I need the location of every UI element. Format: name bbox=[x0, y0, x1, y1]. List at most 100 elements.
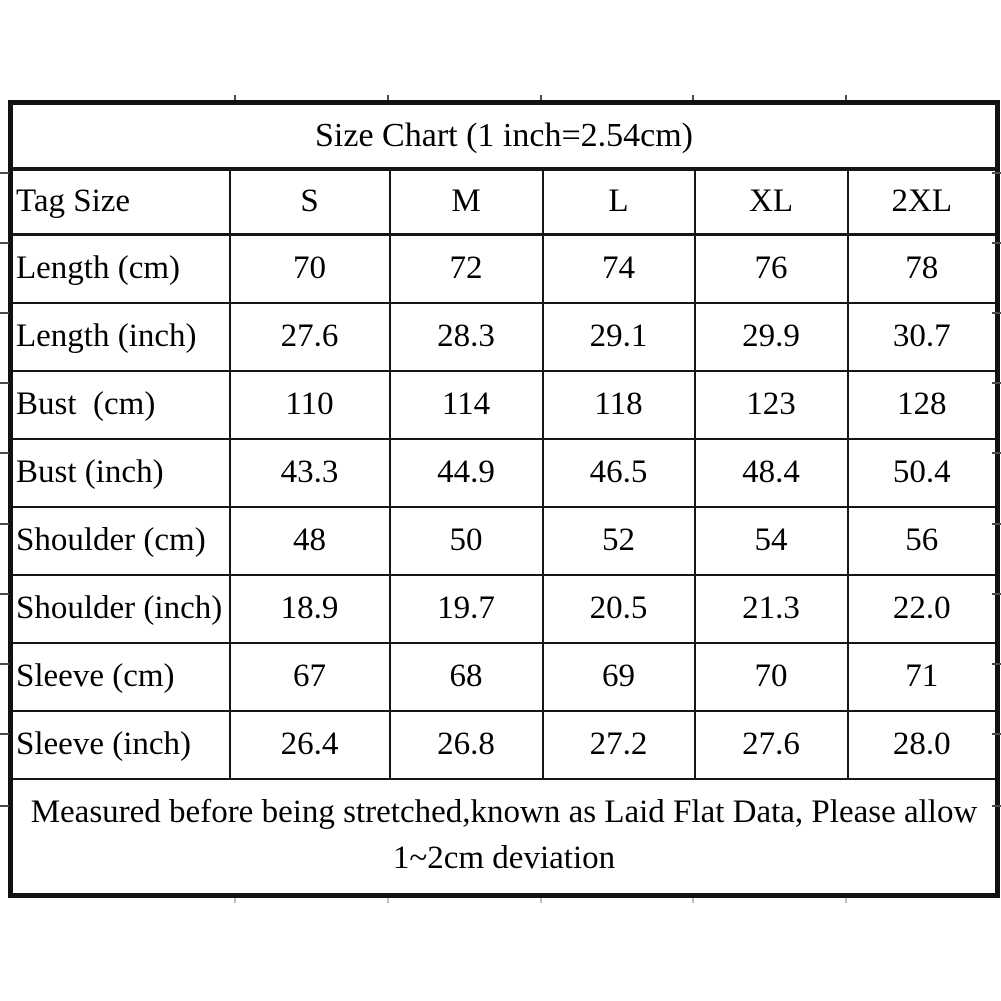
scan-tick-artifact bbox=[992, 452, 1001, 454]
footnote-row: Measured before being stretched,known as… bbox=[9, 777, 999, 897]
cell-value: 72 bbox=[388, 233, 544, 304]
row-label: Bust (cm) bbox=[9, 369, 231, 440]
scan-tick-artifact bbox=[0, 663, 9, 665]
table-row-shoulder-inch: Shoulder (inch) 18.9 19.7 20.5 21.3 22.0 bbox=[9, 573, 999, 644]
cell-value: 22.0 bbox=[846, 573, 999, 644]
table-row-sleeve-cm: Sleeve (cm) 67 68 69 70 71 bbox=[9, 641, 999, 712]
scan-tick-artifact bbox=[992, 382, 1001, 384]
scan-tick-artifact bbox=[0, 172, 9, 174]
scan-tick-artifact bbox=[0, 523, 9, 525]
cell-value: 28.3 bbox=[388, 301, 544, 372]
cell-value: 27.6 bbox=[693, 709, 849, 780]
column-header-s: S bbox=[228, 167, 391, 236]
table-row-bust-cm: Bust (cm) 110 114 118 123 128 bbox=[9, 369, 999, 440]
cell-value: 27.6 bbox=[228, 301, 391, 372]
row-label: Sleeve (inch) bbox=[9, 709, 231, 780]
scan-tick-artifact bbox=[692, 898, 694, 903]
cell-value: 30.7 bbox=[846, 301, 999, 372]
cell-value: 20.5 bbox=[541, 573, 696, 644]
scan-tick-artifact bbox=[692, 95, 694, 100]
cell-value: 78 bbox=[846, 233, 999, 304]
scan-tick-artifact bbox=[992, 733, 1001, 735]
cell-value: 74 bbox=[541, 233, 696, 304]
cell-value: 70 bbox=[228, 233, 391, 304]
row-label: Length (inch) bbox=[9, 301, 231, 372]
cell-value: 29.9 bbox=[693, 301, 849, 372]
scan-tick-artifact bbox=[0, 452, 9, 454]
column-header-xl: XL bbox=[693, 167, 849, 236]
scan-tick-artifact bbox=[992, 242, 1001, 244]
table-footnote: Measured before being stretched,known as… bbox=[9, 777, 999, 897]
scan-tick-artifact bbox=[234, 898, 236, 903]
cell-value: 118 bbox=[541, 369, 696, 440]
scan-tick-artifact bbox=[0, 242, 9, 244]
column-header-l: L bbox=[541, 167, 696, 236]
table-row-length-cm: Length (cm) 70 72 74 76 78 bbox=[9, 233, 999, 304]
cell-value: 68 bbox=[388, 641, 544, 712]
cell-value: 43.3 bbox=[228, 437, 391, 508]
cell-value: 48.4 bbox=[693, 437, 849, 508]
scan-tick-artifact bbox=[0, 733, 9, 735]
column-header-2xl: 2XL bbox=[846, 167, 999, 236]
scan-tick-artifact bbox=[992, 805, 1001, 807]
scan-tick-artifact bbox=[0, 593, 9, 595]
scan-tick-artifact bbox=[845, 898, 847, 903]
cell-value: 48 bbox=[228, 505, 391, 576]
column-header-m: M bbox=[388, 167, 544, 236]
cell-value: 18.9 bbox=[228, 573, 391, 644]
cell-value: 21.3 bbox=[693, 573, 849, 644]
cell-value: 52 bbox=[541, 505, 696, 576]
cell-value: 50 bbox=[388, 505, 544, 576]
cell-value: 76 bbox=[693, 233, 849, 304]
scan-tick-artifact bbox=[992, 312, 1001, 314]
scan-tick-artifact bbox=[992, 523, 1001, 525]
cell-value: 46.5 bbox=[541, 437, 696, 508]
cell-value: 110 bbox=[228, 369, 391, 440]
cell-value: 114 bbox=[388, 369, 544, 440]
cell-value: 28.0 bbox=[846, 709, 999, 780]
scan-tick-artifact bbox=[540, 898, 542, 903]
row-label: Length (cm) bbox=[9, 233, 231, 304]
table-row-length-inch: Length (inch) 27.6 28.3 29.1 29.9 30.7 bbox=[9, 301, 999, 372]
title-row: Size Chart (1 inch=2.54cm) bbox=[9, 101, 999, 171]
cell-value: 27.2 bbox=[541, 709, 696, 780]
cell-value: 50.4 bbox=[846, 437, 999, 508]
cell-value: 29.1 bbox=[541, 301, 696, 372]
scan-tick-artifact bbox=[992, 663, 1001, 665]
cell-value: 70 bbox=[693, 641, 849, 712]
table-title: Size Chart (1 inch=2.54cm) bbox=[9, 101, 999, 171]
size-chart-table: Size Chart (1 inch=2.54cm) Tag Size S M … bbox=[8, 100, 1000, 898]
cell-value: 123 bbox=[693, 369, 849, 440]
scan-tick-artifact bbox=[540, 95, 542, 100]
scan-tick-artifact bbox=[0, 382, 9, 384]
scan-tick-artifact bbox=[992, 172, 1001, 174]
footnote-line-2: 1~2cm deviation bbox=[392, 840, 616, 877]
table-row-bust-inch: Bust (inch) 43.3 44.9 46.5 48.4 50.4 bbox=[9, 437, 999, 508]
header-row: Tag Size S M L XL 2XL bbox=[9, 167, 999, 236]
footnote-line-1: Measured before being stretched,known as… bbox=[30, 794, 978, 831]
cell-value: 54 bbox=[693, 505, 849, 576]
scan-tick-artifact bbox=[387, 898, 389, 903]
scan-tick-artifact bbox=[234, 95, 236, 100]
column-header-tag-size: Tag Size bbox=[9, 167, 231, 236]
cell-value: 44.9 bbox=[388, 437, 544, 508]
scan-tick-artifact bbox=[992, 593, 1001, 595]
row-label: Shoulder (cm) bbox=[9, 505, 231, 576]
scan-tick-artifact bbox=[0, 312, 9, 314]
table-row-shoulder-cm: Shoulder (cm) 48 50 52 54 56 bbox=[9, 505, 999, 576]
table-row-sleeve-inch: Sleeve (inch) 26.4 26.8 27.2 27.6 28.0 bbox=[9, 709, 999, 780]
cell-value: 67 bbox=[228, 641, 391, 712]
cell-value: 128 bbox=[846, 369, 999, 440]
cell-value: 26.8 bbox=[388, 709, 544, 780]
row-label: Shoulder (inch) bbox=[9, 573, 231, 644]
cell-value: 71 bbox=[846, 641, 999, 712]
cell-value: 69 bbox=[541, 641, 696, 712]
scan-tick-artifact bbox=[0, 805, 9, 807]
scan-tick-artifact bbox=[845, 95, 847, 100]
row-label: Bust (inch) bbox=[9, 437, 231, 508]
cell-value: 56 bbox=[846, 505, 999, 576]
cell-value: 19.7 bbox=[388, 573, 544, 644]
scan-tick-artifact bbox=[387, 95, 389, 100]
cell-value: 26.4 bbox=[228, 709, 391, 780]
row-label: Sleeve (cm) bbox=[9, 641, 231, 712]
